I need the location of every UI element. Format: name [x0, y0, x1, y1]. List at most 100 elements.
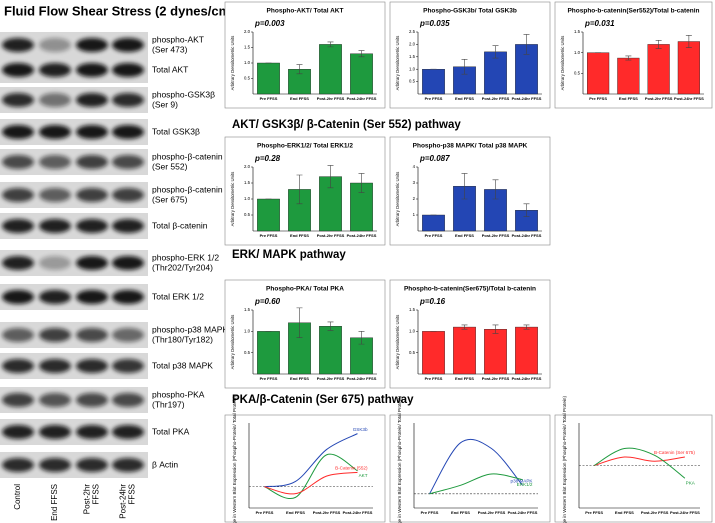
blot-band [39, 125, 71, 139]
bar [617, 57, 640, 95]
blot-band [76, 125, 108, 139]
error-bar [358, 50, 365, 58]
blot-band [112, 458, 144, 472]
y-tick-label: 4 [413, 164, 416, 169]
lane-label: Post-2hr [83, 484, 92, 515]
y-tick-label: 1.0 [574, 50, 581, 55]
x-tick-label: End FFSS [615, 510, 634, 515]
x-tick-label: Post-2hr FFSS [478, 510, 506, 515]
series-line [264, 433, 358, 488]
bar [319, 44, 342, 95]
blot-band [2, 188, 34, 202]
chart-title: Phospho-GSK3b/ Total GSK3b [423, 8, 517, 15]
x-tick-label: Post-24hr FFSS [512, 376, 542, 381]
blot-label: phospho-p38 MAPK [152, 324, 228, 334]
error-bar [655, 39, 662, 49]
y-tick-label: 1.5 [409, 307, 416, 312]
blot-band [39, 219, 71, 233]
x-tick-label: Post-2hr FFSS [482, 376, 510, 381]
blot-label: Total GSK3β [152, 126, 200, 136]
blot-band [112, 425, 144, 439]
blot-band [2, 125, 34, 139]
series-label: AKT [359, 473, 368, 478]
blot-band [76, 38, 108, 52]
y-tick-label: 1.5 [574, 29, 581, 34]
series-label: p38 MAPK [511, 479, 534, 484]
blot-label: phospho-PKA [152, 389, 205, 399]
blot-label: (Ser 552) [152, 161, 188, 171]
y-tick-label: 2.5 [409, 29, 416, 34]
blot-label: phospho-ERK 1/2 [152, 252, 219, 262]
lane-label: Post-24hr [119, 484, 128, 519]
blot-band [39, 359, 71, 373]
x-tick-label: End FFSS [290, 96, 309, 101]
blot-band [39, 93, 71, 107]
blot-label: Total PKA [152, 426, 190, 436]
blot-label: (Ser 473) [152, 44, 188, 54]
x-tick-label: End FFSS [455, 376, 474, 381]
bar [319, 326, 342, 375]
blot-band [76, 359, 108, 373]
x-tick-label: Pre FFSS [425, 376, 443, 381]
blot-label: Total ERK 1/2 [152, 291, 204, 301]
blot-band [112, 256, 144, 270]
x-tick-label: Pre FFSS [260, 233, 278, 238]
blot-band [112, 93, 144, 107]
series-label: B-Catenin (552) [335, 466, 368, 471]
y-axis-label: Change in Western Blot Expression (Phosp… [232, 396, 237, 523]
bar [677, 41, 700, 95]
y-axis-label: Arbitrary Densitometric Units [230, 315, 235, 370]
blot-band [112, 393, 144, 407]
bar [587, 52, 610, 95]
blot-band [39, 38, 71, 52]
blot-band [76, 328, 108, 342]
y-tick-label: 3 [413, 180, 416, 185]
series-label: GSK3b [353, 427, 368, 432]
blot-band [2, 458, 34, 472]
x-tick-label: Post-2hr FFSS [482, 96, 510, 101]
lane-label: FFSS [92, 484, 101, 504]
error-bar [492, 179, 499, 200]
y-axis-label: Arbitrary Densitometric Units [560, 36, 565, 91]
error-bar [296, 174, 303, 205]
blot-band [76, 219, 108, 233]
chart-title: Phospho-p38 MAPK/ Total p38 MAPK [413, 143, 528, 150]
blot-band [76, 155, 108, 169]
bar [647, 44, 670, 95]
lane-label: FFSS [128, 484, 137, 504]
blot-band [112, 188, 144, 202]
blot-band [39, 425, 71, 439]
series-line [264, 471, 358, 495]
series-line [593, 447, 686, 479]
y-tick-label: 1 [413, 212, 416, 217]
x-tick-label: Post-24hr FFSS [343, 510, 373, 515]
p-value: p=0.16 [419, 297, 446, 306]
bar [257, 62, 280, 95]
x-tick-label: Post-2hr FFSS [317, 233, 345, 238]
y-axis-label: Arbitrary Densitometric Units [230, 172, 235, 227]
y-tick-label: 1.0 [244, 328, 251, 333]
p-value: p=0.60 [254, 297, 281, 306]
blot-band [112, 155, 144, 169]
error-bar [296, 64, 303, 75]
y-tick-label: 0.5 [244, 76, 251, 81]
chart-title: Phospho-PKA/ Total PKA [266, 286, 344, 293]
series-label: ERK1/2 [517, 482, 533, 487]
x-tick-label: End FFSS [290, 376, 309, 381]
error-bar [358, 173, 365, 193]
error-bar [358, 331, 365, 345]
x-tick-label: Pre FFSS [260, 96, 278, 101]
x-tick-label: End FFSS [286, 510, 305, 515]
blot-band [39, 63, 71, 77]
blot-band [39, 458, 71, 472]
chart-box [554, 414, 713, 523]
blot-band [39, 188, 71, 202]
blot-band [39, 328, 71, 342]
blot-label: β Actin [152, 459, 178, 469]
series-label: PKA [686, 480, 696, 485]
x-tick-label: Post-24hr FFSS [670, 510, 700, 515]
chart-title: Phospho-ERK1/2/ Total ERK1/2 [257, 143, 353, 150]
blot-band [76, 93, 108, 107]
x-tick-label: Pre FFSS [256, 510, 274, 515]
